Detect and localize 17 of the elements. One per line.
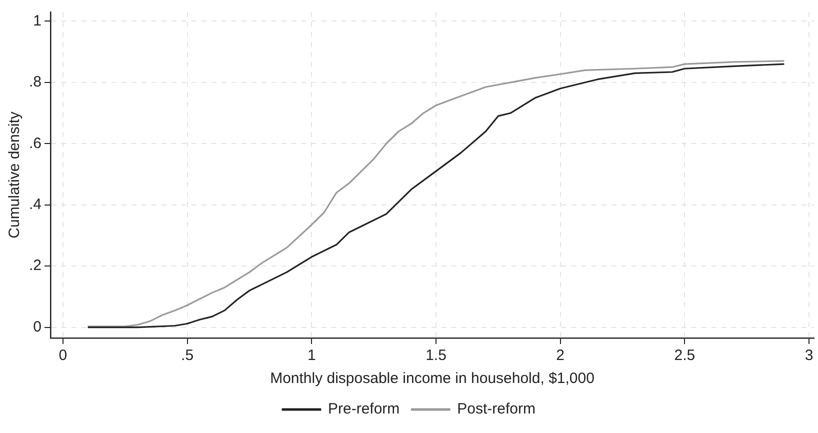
- y-tick-label: .2: [28, 257, 42, 274]
- x-tick-label: 2.5: [674, 347, 696, 364]
- y-axis-title: Cumulative density: [6, 111, 24, 238]
- x-tick-label: 2: [556, 347, 565, 364]
- legend-label: Pre-reform: [328, 400, 400, 418]
- y-tick-label: .8: [28, 74, 42, 91]
- x-tick-label: .5: [181, 347, 194, 364]
- y-tick-label: 1: [33, 12, 42, 30]
- x-tick-label: 1: [307, 347, 316, 364]
- legend-label: Post-reform: [457, 400, 536, 418]
- x-tick-label: 1.5: [426, 347, 446, 364]
- y-tick-label: .6: [28, 134, 42, 152]
- x-tick-label: 0: [58, 347, 68, 364]
- y-tick-label: .4: [28, 196, 42, 213]
- x-tick-label: 3: [804, 347, 814, 364]
- x-axis-title: Monthly disposable income in household, $1,000: [270, 370, 594, 388]
- y-tick-label: 0: [33, 318, 42, 336]
